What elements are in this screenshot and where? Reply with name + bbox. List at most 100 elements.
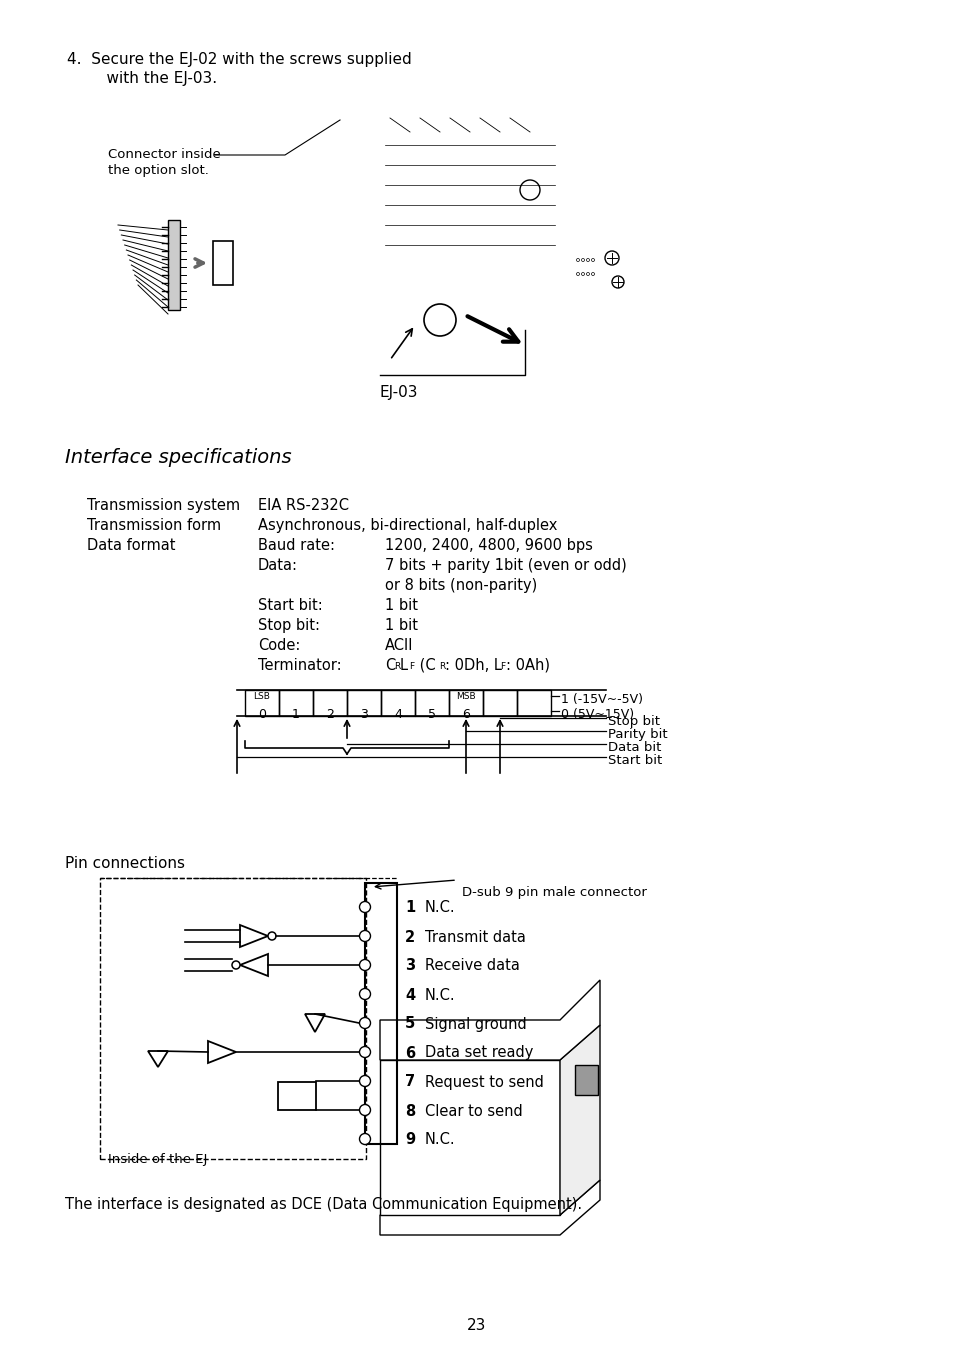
Text: 7 bits + parity 1bit (even or odd): 7 bits + parity 1bit (even or odd)	[385, 558, 626, 572]
Circle shape	[232, 961, 240, 969]
Text: 4: 4	[394, 709, 401, 721]
Polygon shape	[379, 1180, 599, 1235]
Text: Transmit data: Transmit data	[424, 930, 525, 945]
Text: or 8 bits (non-parity): or 8 bits (non-parity)	[385, 578, 537, 593]
Text: 0: 0	[257, 709, 266, 721]
Bar	[168, 220, 180, 310]
Bar	[213, 242, 233, 285]
Bar	[517, 690, 551, 716]
Text: 23: 23	[467, 1318, 486, 1332]
Text: C: C	[385, 657, 395, 674]
Text: N.C.: N.C.	[424, 1133, 456, 1147]
Text: Data bit: Data bit	[607, 741, 660, 755]
Text: Transmission form: Transmission form	[87, 518, 221, 533]
Text: D-sub 9 pin male connector: D-sub 9 pin male connector	[461, 886, 646, 899]
Circle shape	[359, 1134, 370, 1145]
Text: 6: 6	[461, 709, 470, 721]
Text: R: R	[394, 662, 400, 671]
Text: : 0Ah): : 0Ah)	[505, 657, 550, 674]
Text: Clear to send: Clear to send	[424, 1103, 522, 1119]
Text: 4: 4	[405, 987, 415, 1003]
Text: (C: (C	[415, 657, 436, 674]
Circle shape	[359, 1018, 370, 1029]
Polygon shape	[575, 1065, 598, 1095]
Text: Start bit:: Start bit:	[257, 598, 322, 613]
Text: F: F	[409, 662, 414, 671]
Bar	[365, 883, 396, 1143]
Polygon shape	[379, 1060, 559, 1215]
Text: Data format: Data format	[87, 539, 175, 553]
Text: Transmission system: Transmission system	[87, 498, 240, 513]
Bar	[482, 690, 517, 716]
Bar	[278, 690, 313, 716]
Text: 1200, 2400, 4800, 9600 bps: 1200, 2400, 4800, 9600 bps	[385, 539, 592, 553]
Text: 5: 5	[405, 1017, 415, 1031]
Text: LSB: LSB	[253, 693, 270, 701]
Text: 9: 9	[405, 1133, 415, 1147]
Text: F: F	[499, 662, 504, 671]
Text: ACII: ACII	[385, 639, 413, 653]
Text: Connector inside: Connector inside	[108, 148, 220, 161]
Text: 3: 3	[359, 709, 368, 721]
Text: Data:: Data:	[257, 558, 297, 572]
Circle shape	[359, 960, 370, 971]
Text: R: R	[438, 662, 445, 671]
Text: Inside of the EJ: Inside of the EJ	[108, 1153, 207, 1166]
Text: Parity bit: Parity bit	[607, 728, 667, 741]
Text: 3: 3	[405, 958, 415, 973]
Bar	[100, 878, 366, 1160]
Text: 1 (-15V~-5V): 1 (-15V~-5V)	[560, 693, 642, 706]
Text: 8: 8	[405, 1103, 415, 1119]
Text: 4.  Secure the EJ-02 with the screws supplied: 4. Secure the EJ-02 with the screws supp…	[67, 53, 412, 68]
Text: Data set ready: Data set ready	[424, 1045, 533, 1061]
Text: 7: 7	[405, 1075, 415, 1089]
Text: 5: 5	[428, 709, 436, 721]
Text: L: L	[399, 657, 408, 674]
Text: Terminator:: Terminator:	[257, 657, 341, 674]
Circle shape	[423, 304, 456, 336]
Bar	[277, 1081, 315, 1110]
Text: 2: 2	[405, 930, 415, 945]
Circle shape	[359, 1046, 370, 1057]
Text: : 0Dh, L: : 0Dh, L	[444, 657, 501, 674]
Text: Baud rate:: Baud rate:	[257, 539, 335, 553]
Text: EIA RS-232C: EIA RS-232C	[257, 498, 349, 513]
Text: 1: 1	[292, 709, 299, 721]
Text: 6: 6	[405, 1045, 415, 1061]
Text: Code:: Code:	[257, 639, 300, 653]
Text: 1 bit: 1 bit	[385, 598, 417, 613]
Bar	[449, 690, 482, 716]
Text: Receive data: Receive data	[424, 958, 519, 973]
Text: Asynchronous, bi-directional, half-duplex: Asynchronous, bi-directional, half-duple…	[257, 518, 557, 533]
Circle shape	[586, 258, 589, 262]
Circle shape	[591, 273, 594, 275]
Text: Request to send: Request to send	[424, 1075, 543, 1089]
Text: Stop bit:: Stop bit:	[257, 618, 319, 633]
Text: Signal ground: Signal ground	[424, 1017, 526, 1031]
Circle shape	[581, 273, 584, 275]
Bar	[245, 690, 278, 716]
Polygon shape	[379, 980, 599, 1060]
Text: MSB: MSB	[456, 693, 476, 701]
Bar	[347, 690, 380, 716]
Circle shape	[576, 258, 578, 262]
Text: Pin connections: Pin connections	[65, 856, 185, 871]
Text: 0 (5V~15V): 0 (5V~15V)	[560, 707, 634, 721]
Text: The interface is designated as DCE (Data Communication Equipment).: The interface is designated as DCE (Data…	[65, 1197, 581, 1212]
Text: EJ-03: EJ-03	[379, 385, 418, 400]
Text: N.C.: N.C.	[424, 987, 456, 1003]
Text: 1 bit: 1 bit	[385, 618, 417, 633]
Circle shape	[359, 988, 370, 999]
Bar	[380, 690, 415, 716]
Circle shape	[586, 273, 589, 275]
Circle shape	[359, 930, 370, 941]
Bar	[415, 690, 449, 716]
Circle shape	[581, 258, 584, 262]
Text: Stop bit: Stop bit	[607, 716, 659, 728]
Bar	[313, 690, 347, 716]
Circle shape	[359, 902, 370, 913]
Circle shape	[359, 1076, 370, 1087]
Text: 2: 2	[326, 709, 334, 721]
Polygon shape	[559, 1025, 599, 1215]
Text: N.C.: N.C.	[424, 900, 456, 915]
